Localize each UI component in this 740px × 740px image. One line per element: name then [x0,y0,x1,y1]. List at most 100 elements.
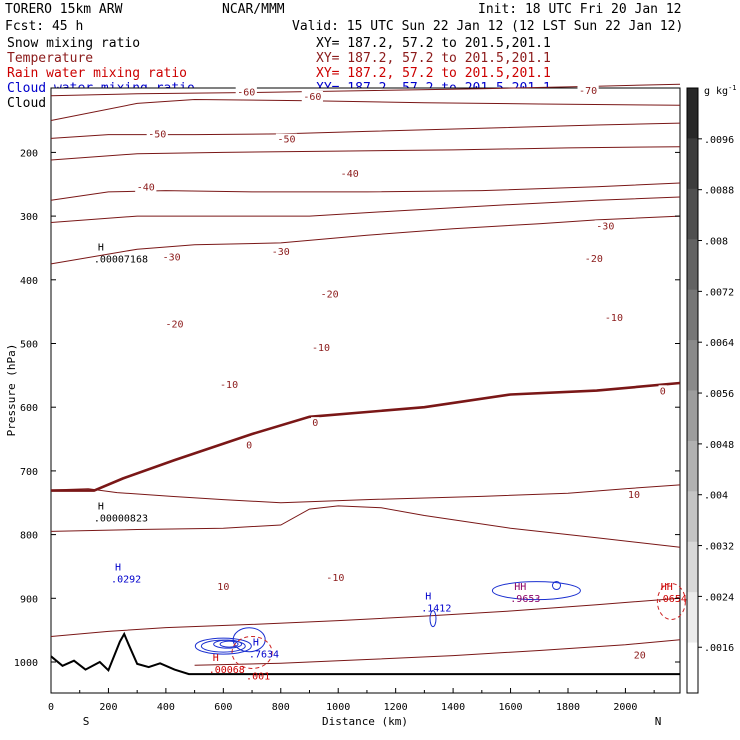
colorbar-segment [687,188,698,240]
colorbar-tick-label: .0024 [704,592,734,603]
contour-label: -20 [321,289,339,300]
contour-label-bg [135,181,157,193]
contour-label: -60 [237,88,255,99]
contour-label-bg [161,251,183,263]
colorbar-segment [687,138,698,190]
y-tick-label: 800 [20,531,38,542]
x-tick-label: 1800 [556,702,580,713]
x-tick-label: 800 [272,702,290,713]
y-tick-label: 600 [20,403,38,414]
contour-label: 10 [217,582,229,593]
temperature-contour [51,381,681,492]
colorbar-segment [687,592,698,644]
contour-label-bg [244,439,254,451]
contour-label-bg [577,85,599,97]
colorbar-segment [687,491,698,543]
contour-label: -40 [137,182,155,193]
contour-label-bg [275,133,298,145]
cloud-water-contour [213,639,243,649]
cloud-water-contour [491,581,581,601]
extrema-mark: H [253,637,259,648]
colorbar-tick-label: .0048 [704,440,734,451]
contour-label: -20 [585,254,603,265]
field-name: Snow mixing ratio [7,36,140,51]
contour-label: -50 [277,135,295,146]
colorbar-tick-label: .0056 [704,389,734,400]
contour-label: -30 [596,221,614,232]
cloud-water-contour [232,627,266,653]
contour-label: -30 [272,247,290,258]
x-tick-label: 1000 [326,702,350,713]
y-tick-label: 500 [20,340,38,351]
x-tick-label: 1600 [498,702,522,713]
forecast-hour: Fcst: 45 h [5,19,83,34]
contour-label-bg [318,288,341,300]
contour-label: -20 [165,319,183,330]
extrema-value: .00007168 [94,254,148,265]
contour-label: 10 [628,490,640,501]
contour-label: -30 [163,253,181,264]
cloud-water-contour [429,610,437,628]
y-tick-label: 1000 [14,658,38,669]
contour-label: -70 [579,86,597,97]
center-title: NCAR/MMM [222,2,285,17]
x-tick-label: 200 [99,702,117,713]
y-tick-label: 700 [20,467,38,478]
y-tick-label: 400 [20,276,38,287]
field-domain: XY= 187.2, 57.2 to 201.5,201.1 [316,36,551,51]
extrema-mark: H [115,563,121,574]
field-name: Rain water mixing ratio [7,66,187,81]
y-tick-label: 200 [20,148,38,159]
x-tick-label: 1400 [441,702,465,713]
colorbar-tick-label: .0096 [704,135,734,146]
contour-label: -10 [220,380,238,391]
cloud-water-contour [551,581,561,591]
extrema-value: .7634 [249,649,279,660]
contour-label-bg [594,220,616,232]
colorbar-segment [687,642,698,694]
contour-label: 0 [246,440,252,451]
colorbar-tick-label: .0032 [704,542,734,553]
valid-time: Valid: 15 UTC Sun 22 Jan 12 (12 LST Sun … [292,19,683,34]
colorbar-segment [687,340,698,391]
temperature-contour [50,122,681,139]
extrema-value: .00000823 [94,514,148,525]
contour-label: -50 [148,130,166,141]
rain-water-contour [656,582,686,620]
contour-label: -10 [326,573,344,584]
contour-label: -10 [312,343,330,354]
contour-label-bg [215,580,231,592]
colorbar-tick-label: .0064 [704,338,734,349]
x-tick-label: 400 [157,702,175,713]
extrema-value: .00068 [209,665,245,676]
field-domain: XY= 187.2, 57.2 to 201.5,201.1 [316,66,551,81]
terrain-line [50,631,680,676]
contour-label-bg [270,245,292,257]
colorbar-tick-label: .008 [704,237,728,248]
y-tick-label: 900 [20,594,38,605]
contour-label: 20 [634,651,646,662]
contour-label: 0 [660,386,666,397]
contour-label: 0 [312,418,318,429]
colorbar-unit: g kg-1 [704,84,737,97]
extrema-value: .9653 [510,594,540,605]
colorbar-segment [687,88,698,139]
cloud-water-contour [219,640,239,648]
x-tick-label: 0 [48,702,54,713]
contour-label-bg [146,128,168,140]
contour-label: -60 [303,92,321,103]
extrema-mark: HH [514,582,526,593]
extrema-value: .001 [246,672,270,683]
colorbar-frame [686,87,699,694]
extrema-mark: HH [661,582,673,593]
extrema-mark: H [98,502,104,513]
colorbar-tick-label: .0016 [704,643,734,654]
x-axis-label: Distance (km) [322,715,408,728]
temperature-contour [50,505,681,548]
contour-label-bg [311,417,320,429]
colorbar-segment [687,390,698,442]
extrema-value: .0654 [657,594,687,605]
extrema-value: .1412 [421,603,451,614]
colorbar-tick-label: .0072 [704,287,734,298]
contour-label-bg [603,312,625,324]
